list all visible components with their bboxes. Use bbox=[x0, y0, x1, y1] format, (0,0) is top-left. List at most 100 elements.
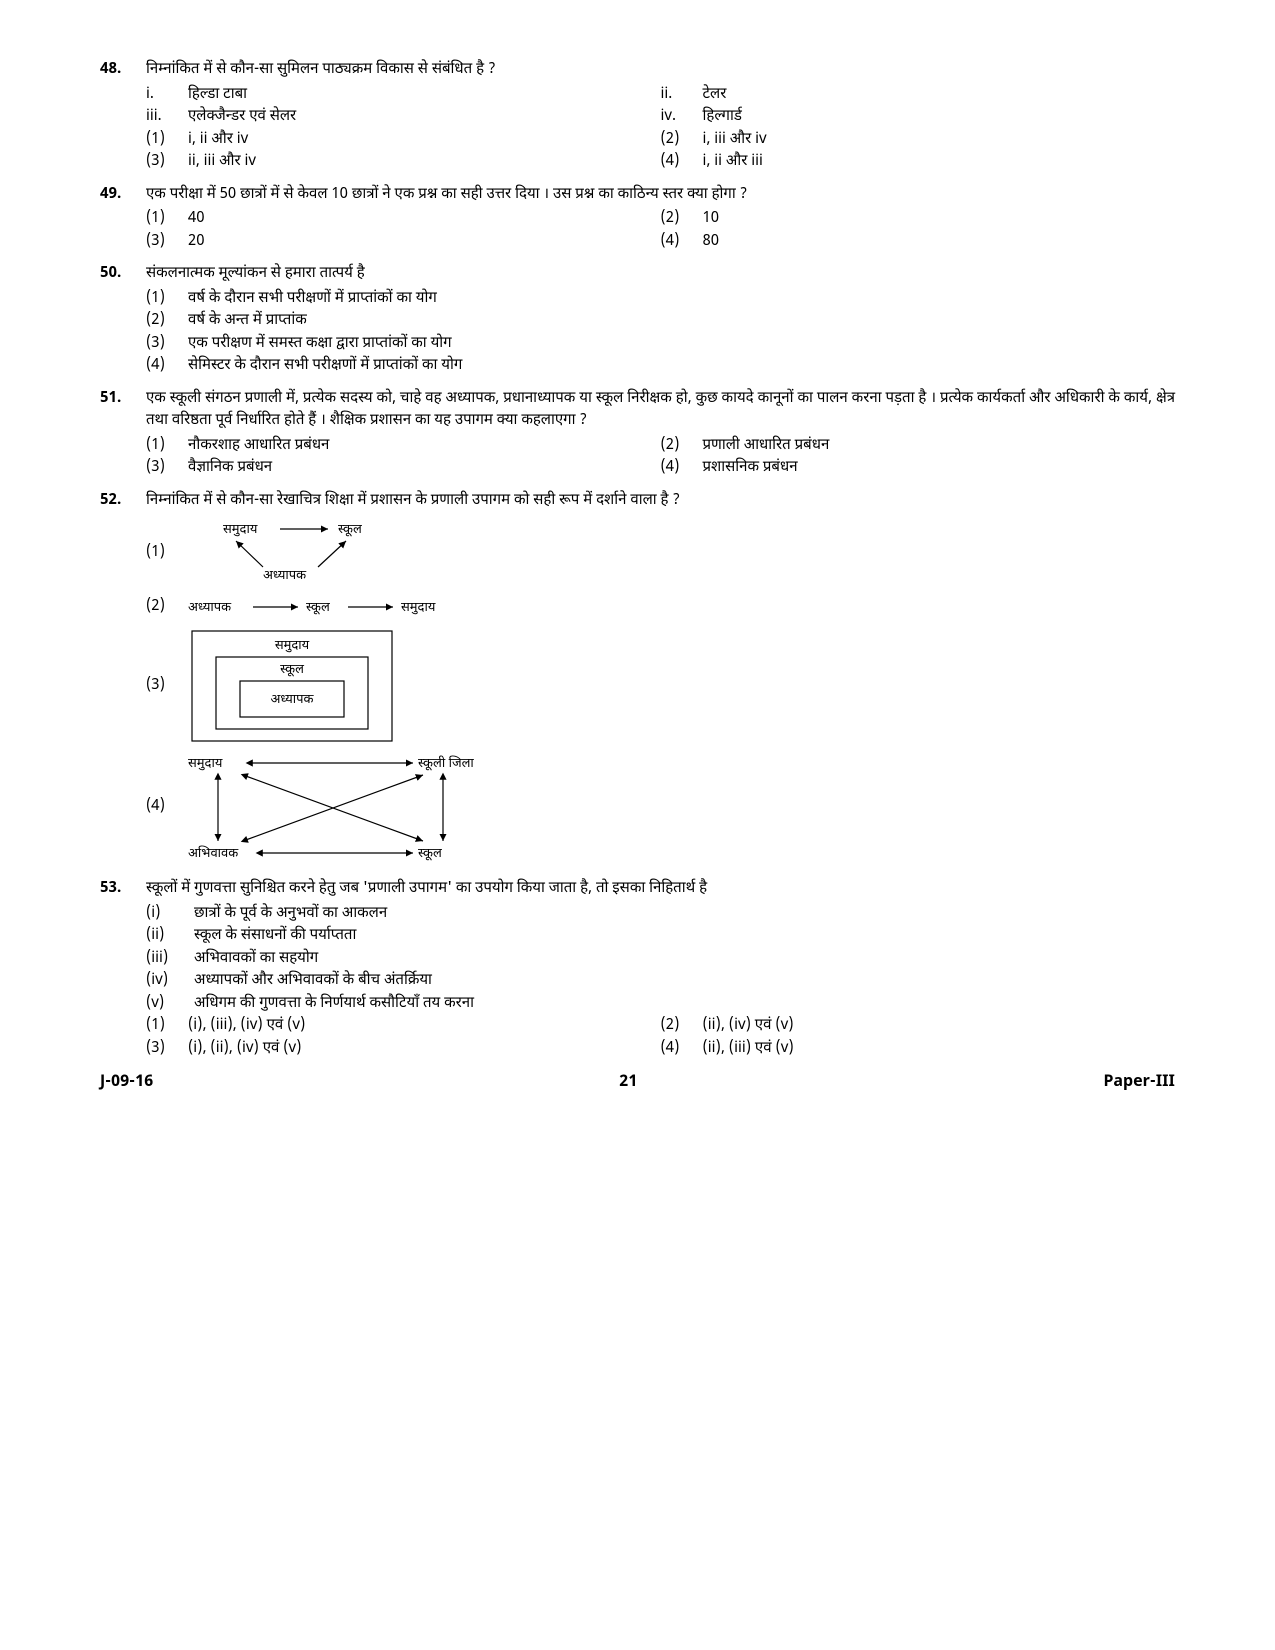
option-item: (1)वर्ष के दौरान सभी परीक्षणों में प्राप… bbox=[146, 289, 1175, 312]
option-item: (3)ii, iii और iv bbox=[146, 152, 661, 175]
option-text: i, iii और iv bbox=[703, 130, 767, 153]
option-item: (4)i, ii और iii bbox=[661, 152, 1176, 175]
question-text: एक स्कूली संगठन प्रणाली में, प्रत्येक सद… bbox=[146, 389, 1175, 434]
question-51: 51. एक स्कूली संगठन प्रणाली में, प्रत्ये… bbox=[100, 389, 1175, 481]
diagram-label: स्कूल bbox=[418, 846, 442, 863]
option-item: (3)(i), (ii), (iv) एवं (v) bbox=[146, 1039, 661, 1062]
roman-label: iv. bbox=[661, 107, 703, 130]
question-text: निम्नांकित में से कौन-सा रेखाचित्र शिक्ष… bbox=[146, 491, 1175, 514]
diagram-label: अध्यापक bbox=[263, 568, 307, 585]
sub-label: (ii) bbox=[146, 926, 194, 949]
option-label: (1) bbox=[146, 436, 188, 459]
question-52: 52. निम्नांकित में से कौन-सा रेखाचित्र श… bbox=[100, 491, 1175, 870]
sub-text: स्कूल के संसाधनों की पर्याप्तता bbox=[194, 926, 356, 949]
option-label: (2) bbox=[661, 130, 703, 153]
sub-item: (ii)स्कूल के संसाधनों की पर्याप्तता bbox=[146, 926, 1175, 949]
option-text: एक परीक्षण में समस्त कक्षा द्वारा प्राप्… bbox=[188, 334, 452, 357]
question-text: एक परीक्षा में 50 छात्रों में से केवल 10… bbox=[146, 185, 1175, 208]
option-text: (i), (ii), (iv) एवं (v) bbox=[188, 1039, 301, 1062]
sub-item: (i)छात्रों के पूर्व के अनुभवों का आकलन bbox=[146, 904, 1175, 927]
question-text: स्कूलों में गुणवत्ता सुनिश्चित करने हेतु… bbox=[146, 879, 1175, 902]
option-text: नौकरशाह आधारित प्रबंधन bbox=[188, 436, 329, 459]
roman-item: ii.टेलर bbox=[661, 85, 1176, 108]
diagram-option-1: (1) समुदाय स्कूल अध्यापक bbox=[146, 519, 1175, 589]
diagram-label: स्कूल bbox=[306, 600, 330, 617]
roman-label: i. bbox=[146, 85, 188, 108]
sub-text: अधिगम की गुणवत्ता के निर्णयार्थ कसौटियाँ… bbox=[194, 994, 474, 1017]
option-row: (3)वैज्ञानिक प्रबंधन (4)प्रशासनिक प्रबंध… bbox=[146, 458, 1175, 481]
option-text: वर्ष के दौरान सभी परीक्षणों में प्राप्ता… bbox=[188, 289, 437, 312]
option-row: (1)40 (2)10 bbox=[146, 209, 1175, 232]
diagram-label: समुदाय bbox=[223, 522, 258, 539]
option-text: i, ii और iii bbox=[703, 152, 763, 175]
question-53: 53. स्कूलों में गुणवत्ता सुनिश्चित करने … bbox=[100, 879, 1175, 1061]
roman-item: i.हिल्डा टाबा bbox=[146, 85, 661, 108]
diagram-label: अध्यापक bbox=[270, 692, 314, 709]
footer-right: Paper-III bbox=[1103, 1071, 1175, 1095]
option-label: (3) bbox=[146, 1039, 188, 1062]
option-item: (2)i, iii और iv bbox=[661, 130, 1176, 153]
option-text: (i), (iii), (iv) एवं (v) bbox=[188, 1016, 305, 1039]
question-body: एक स्कूली संगठन प्रणाली में, प्रत्येक सद… bbox=[146, 389, 1175, 481]
diagram-4: समुदाय स्कूली जिला अभिवावक स्कूल bbox=[188, 753, 508, 863]
option-row: (3)ii, iii और iv (4)i, ii और iii bbox=[146, 152, 1175, 175]
option-item: (2)प्रणाली आधारित प्रबंधन bbox=[661, 436, 1176, 459]
roman-row: iii.एलेक्जैन्डर एवं सेलर iv.हिल्गार्ड bbox=[146, 107, 1175, 130]
option-label: (4) bbox=[661, 232, 703, 255]
sub-item: (v)अधिगम की गुणवत्ता के निर्णयार्थ कसौटि… bbox=[146, 994, 1175, 1017]
sub-text: अध्यापकों और अभिवावकों के बीच अंतर्क्रिय… bbox=[194, 971, 432, 994]
option-label: (4) bbox=[146, 356, 188, 379]
diagram-label: अभिवावक bbox=[188, 845, 239, 863]
diagram-label: समुदाय bbox=[275, 638, 310, 655]
option-text: 20 bbox=[188, 232, 205, 255]
diagram-label: समुदाय bbox=[188, 756, 223, 773]
option-label: (4) bbox=[661, 152, 703, 175]
option-label: (3) bbox=[146, 232, 188, 255]
option-label: (2) bbox=[661, 209, 703, 232]
diagram-label: स्कूली जिला bbox=[418, 755, 474, 773]
roman-item: iv.हिल्गार्ड bbox=[661, 107, 1176, 130]
option-label: (3) bbox=[146, 334, 188, 357]
option-label: (1) bbox=[146, 1016, 188, 1039]
option-text: प्रशासनिक प्रबंधन bbox=[703, 458, 798, 481]
option-text: (ii), (iii) एवं (v) bbox=[703, 1039, 794, 1062]
diagram-label: स्कूल bbox=[338, 522, 362, 539]
option-item: (1)नौकरशाह आधारित प्रबंधन bbox=[146, 436, 661, 459]
option-item: (4)सेमिस्टर के दौरान सभी परीक्षणों में प… bbox=[146, 356, 1175, 379]
footer-left: J-09-16 bbox=[100, 1071, 153, 1095]
option-item: (4)प्रशासनिक प्रबंधन bbox=[661, 458, 1176, 481]
question-body: निम्नांकित में से कौन-सा रेखाचित्र शिक्ष… bbox=[146, 491, 1175, 870]
option-label: (1) bbox=[146, 543, 188, 566]
diagram-label: समुदाय bbox=[401, 600, 436, 617]
question-number: 53. bbox=[100, 879, 146, 1061]
option-text: i, ii और iv bbox=[188, 130, 248, 153]
option-text: प्रणाली आधारित प्रबंधन bbox=[703, 436, 830, 459]
question-text: संकलनात्मक मूल्यांकन से हमारा तात्पर्य ह… bbox=[146, 264, 1175, 287]
sub-label: (iii) bbox=[146, 949, 194, 972]
option-item: (3)20 bbox=[146, 232, 661, 255]
diagram-option-4: (4) समुदाय स्कूली जिला अभिवावक स्कूल bbox=[146, 753, 1175, 863]
option-label: (4) bbox=[661, 1039, 703, 1062]
option-label: (1) bbox=[146, 130, 188, 153]
roman-text: हिल्डा टाबा bbox=[188, 85, 247, 108]
question-text: निम्नांकित में से कौन-सा सुमिलन पाठ्यक्र… bbox=[146, 60, 1175, 83]
option-text: सेमिस्टर के दौरान सभी परीक्षणों में प्रा… bbox=[188, 356, 462, 379]
diagram-label: स्कूल bbox=[280, 662, 304, 679]
diagram-2: अध्यापक स्कूल समुदाय bbox=[188, 595, 508, 621]
option-item: (2)वर्ष के अन्त में प्राप्तांक bbox=[146, 311, 1175, 334]
roman-item: iii.एलेक्जैन्डर एवं सेलर bbox=[146, 107, 661, 130]
option-label: (2) bbox=[146, 311, 188, 334]
question-body: निम्नांकित में से कौन-सा सुमिलन पाठ्यक्र… bbox=[146, 60, 1175, 175]
question-number: 49. bbox=[100, 185, 146, 255]
option-item: (1)(i), (iii), (iv) एवं (v) bbox=[146, 1016, 661, 1039]
option-item: (4)80 bbox=[661, 232, 1176, 255]
option-label: (4) bbox=[146, 797, 188, 820]
roman-text: हिल्गार्ड bbox=[703, 107, 742, 130]
question-number: 51. bbox=[100, 389, 146, 481]
diagram-option-2: (2) अध्यापक स्कूल समुदाय bbox=[146, 595, 1175, 621]
sub-item: (iv)अध्यापकों और अभिवावकों के बीच अंतर्क… bbox=[146, 971, 1175, 994]
option-label: (4) bbox=[661, 458, 703, 481]
question-49: 49. एक परीक्षा में 50 छात्रों में से केव… bbox=[100, 185, 1175, 255]
option-text: वैज्ञानिक प्रबंधन bbox=[188, 458, 272, 481]
diagram-label: अध्यापक bbox=[188, 600, 232, 617]
